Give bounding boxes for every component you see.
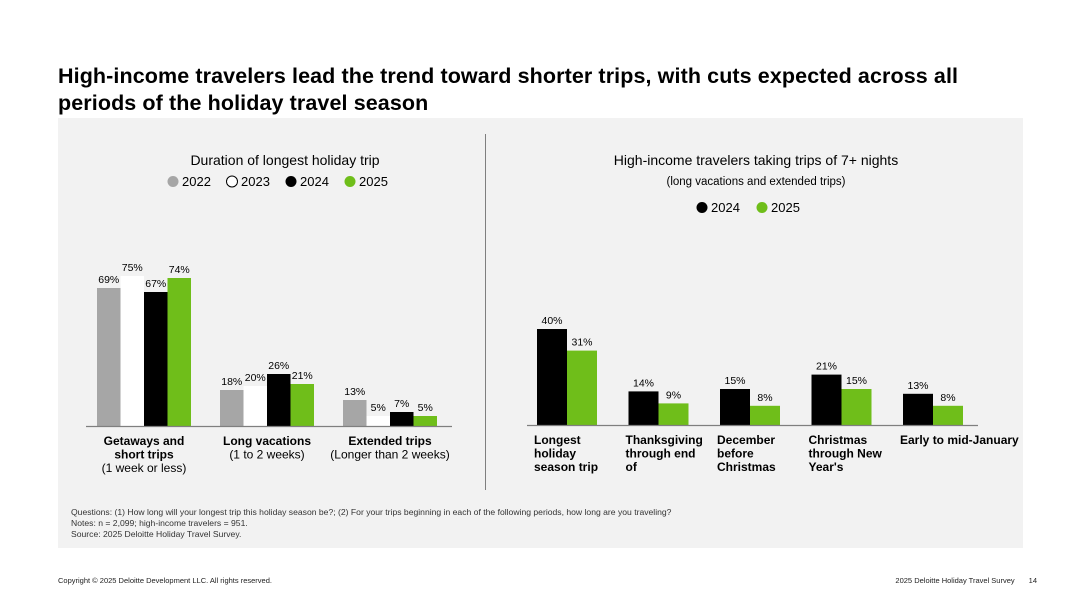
data-label-2025-christmas-through-new-year-s: 15% <box>846 375 867 387</box>
tick-label-line: Longest <box>534 433 581 447</box>
tick-sublabel: (1 week or less) <box>102 461 187 475</box>
bar-2025-longest-holiday-season-trip <box>567 350 597 425</box>
bar-2022-extended-trips <box>343 400 367 426</box>
data-label-2024-getaways-and-short-trips: 67% <box>145 278 166 290</box>
bar-2025-early-to-mid-january <box>933 405 963 425</box>
bar-2023-getaways-and-short-trips <box>120 276 144 426</box>
tick-label-line: Extended trips <box>348 434 432 448</box>
chart-subtitle: (long vacations and extended trips) <box>667 176 846 188</box>
notes-questions: Questions: (1) How long will your longes… <box>71 507 672 517</box>
tick-label-line: before <box>717 447 754 461</box>
tick-label-line: Long vacations <box>223 434 311 448</box>
tick-label-line: Christmas <box>809 433 868 447</box>
tick-label-getaways-and-short-trips: Getaways and short trips (1 week or less) <box>102 434 187 475</box>
tick-label-line: Thanksgiving <box>626 433 703 447</box>
notes: Questions: (1) How long will your longes… <box>71 507 671 540</box>
tick-label-line: Getaways and <box>104 434 185 448</box>
bar-2025-december-before-christmas <box>750 405 780 425</box>
bar-2024-extended-trips <box>390 412 414 426</box>
bar-2022-long-vacations <box>220 390 244 426</box>
footer-copyright: Copyright © 2025 Deloitte Development LL… <box>58 576 272 585</box>
legend-label-2023: 2023 <box>241 174 270 189</box>
data-label-2025-long-vacations: 21% <box>292 370 313 382</box>
legend-swatch-2025 <box>756 202 768 213</box>
data-label-2024-thanksgiving-through-end-of-november: 14% <box>633 377 654 389</box>
data-label-2024-christmas-through-new-year-s: 21% <box>816 361 837 373</box>
chart-title: High-income travelers taking trips of 7+… <box>614 152 898 168</box>
data-label-2025-december-before-christmas: 8% <box>757 392 772 404</box>
tick-sublabel: (1 to 2 weeks) <box>229 448 304 462</box>
bar-2025-christmas-through-new-year-s <box>841 389 872 425</box>
tick-label-line: Early to mid-January <box>900 433 1019 447</box>
data-label-2023-extended-trips: 5% <box>371 402 386 414</box>
tick-label-december-before-christmas: December before Christmas <box>717 433 776 474</box>
legend-label-2025: 2025 <box>771 200 800 215</box>
legend-swatch-2022 <box>167 176 179 187</box>
bar-2024-longest-holiday-season-trip <box>537 329 567 425</box>
data-label-2023-getaways-and-short-trips: 75% <box>122 262 143 274</box>
bar-2024-long-vacations <box>267 374 291 426</box>
data-label-2022-long-vacations: 18% <box>221 376 242 388</box>
data-label-2022-extended-trips: 13% <box>344 386 365 398</box>
tick-label-line: of <box>626 460 638 474</box>
data-label-2025-thanksgiving-through-end-of-november: 9% <box>666 389 681 401</box>
tick-label-long-vacations: Long vacations (1 to 2 weeks) <box>223 434 311 462</box>
legend-swatch-2024 <box>285 176 297 187</box>
data-label-2024-extended-trips: 7% <box>394 398 409 410</box>
data-label-2025-extended-trips: 5% <box>418 402 433 414</box>
data-label-2025-early-to-mid-january: 8% <box>940 392 955 404</box>
tick-sublabel: (Longer than 2 weeks) <box>330 448 449 462</box>
data-label-2024-longest-holiday-season-trip: 40% <box>541 315 562 327</box>
tick-label-extended-trips: Extended trips (Longer than 2 weeks) <box>330 434 449 462</box>
tick-label-early-to-mid-january: Early to mid-January <box>900 433 1019 447</box>
tick-label-line: holiday <box>534 447 576 461</box>
bar-2024-december-before-christmas <box>720 389 750 425</box>
data-label-2024-early-to-mid-january: 13% <box>907 380 928 392</box>
notes-sample: Notes: n = 2,099; high-income travelers … <box>71 518 248 528</box>
bar-2024-thanksgiving-through-end-of-november <box>628 391 659 425</box>
data-label-2025-longest-holiday-season-trip: 31% <box>571 337 592 349</box>
bar-2025-long-vacations <box>290 384 314 426</box>
data-label-2024-long-vacations: 26% <box>268 360 289 372</box>
tick-label-thanksgiving-through-end-of-november: Thanksgiving through end of <box>626 433 703 474</box>
tick-label-line: December <box>717 433 775 447</box>
tick-label-longest-holiday-season-trip: Longest holiday season trip <box>534 433 598 474</box>
legend-label-2025: 2025 <box>359 174 388 189</box>
tick-label-line: Year's <box>809 460 844 474</box>
bar-2022-getaways-and-short-trips <box>97 288 121 426</box>
bar-2024-early-to-mid-january <box>903 393 933 425</box>
bar-2023-extended-trips <box>366 416 390 426</box>
page-title: High-income travelers lead the trend tow… <box>58 64 959 115</box>
legend-label-2024: 2024 <box>711 200 740 215</box>
bar-2024-getaways-and-short-trips <box>144 292 168 426</box>
bar-2025-thanksgiving-through-end-of-november <box>658 403 689 425</box>
data-label-2025-getaways-and-short-trips: 74% <box>169 264 190 276</box>
legend-swatch-2025 <box>344 176 356 187</box>
notes-source: Source: 2025 Deloitte Holiday Travel Sur… <box>71 529 242 539</box>
tick-label-line: through end <box>626 447 696 461</box>
tick-label-line: through New <box>809 447 883 461</box>
bar-2024-christmas-through-new-year-s <box>811 374 842 425</box>
tick-label-line: short trips <box>114 448 174 462</box>
bar-2025-extended-trips <box>413 416 437 426</box>
legend-swatch-2024 <box>696 202 708 213</box>
legend-swatch-2023 <box>226 175 238 188</box>
legend-label-2024: 2024 <box>300 174 329 189</box>
tick-label-line: Christmas <box>717 460 776 474</box>
legend-label-2022: 2022 <box>182 174 211 189</box>
tick-label-line: season trip <box>534 460 598 474</box>
footer-right: 2025 Deloitte Holiday Travel Survey 14 <box>881 576 1037 585</box>
data-label-2022-getaways-and-short-trips: 69% <box>98 274 119 286</box>
panel-divider <box>485 134 486 490</box>
bar-2025-getaways-and-short-trips <box>167 278 191 426</box>
footer-survey: 2025 Deloitte Holiday Travel Survey <box>895 576 1015 585</box>
data-label-2024-december-before-christmas: 15% <box>724 375 745 387</box>
page-number: 14 <box>1028 576 1037 585</box>
bar-2023-long-vacations <box>243 386 267 426</box>
tick-label-christmas-through-new-year-s: Christmas through New Year's <box>809 433 883 474</box>
data-label-2023-long-vacations: 20% <box>245 372 266 384</box>
chart-title: Duration of longest holiday trip <box>190 152 379 168</box>
